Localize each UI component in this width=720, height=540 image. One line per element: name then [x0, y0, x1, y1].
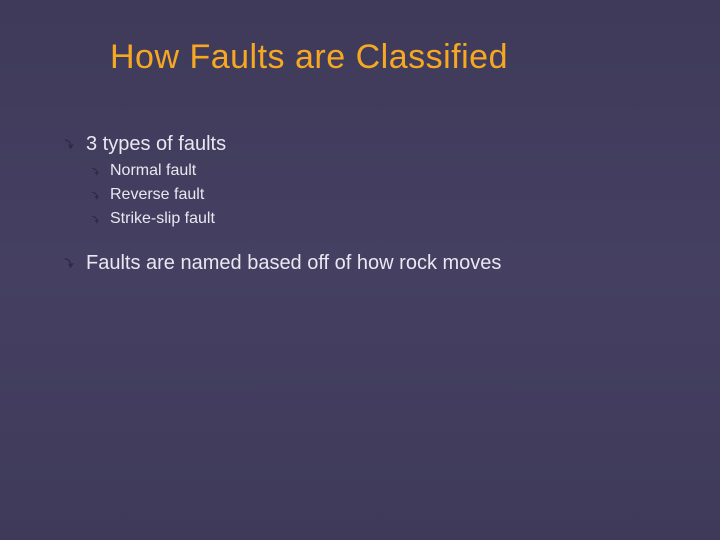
arrow-path [92, 167, 99, 175]
bullet-level2: Normal fault [88, 162, 670, 180]
bullet-level2: Reverse fault [88, 186, 670, 204]
bullet-level1: 3 types of faults [60, 133, 670, 156]
bullet-text: 3 types of faults [86, 133, 226, 156]
arrow-path [92, 215, 99, 223]
slide-title: How Faults are Classified [110, 38, 670, 77]
bullet-text: Faults are named based off of how rock m… [86, 252, 501, 275]
bullet-level1: Faults are named based off of how rock m… [60, 252, 670, 275]
arrow-path [65, 139, 74, 149]
sub-bullet-text: Strike-slip fault [110, 210, 215, 228]
sub-bullet-list: Normal fault Reverse fault Strike-slip f… [88, 162, 670, 228]
arrow-bullet-icon [88, 164, 102, 178]
arrow-bullet-icon [60, 254, 78, 272]
arrow-bullet-icon [88, 212, 102, 226]
sub-bullet-text: Normal fault [110, 162, 196, 180]
arrow-bullet-icon [60, 135, 78, 153]
slide: How Faults are Classified 3 types of fau… [0, 0, 720, 540]
arrow-path [92, 191, 99, 199]
slide-body: 3 types of faults Normal fault Reverse f… [60, 133, 670, 275]
spacer [60, 242, 670, 252]
arrow-bullet-icon [88, 188, 102, 202]
bullet-level2: Strike-slip fault [88, 210, 670, 228]
arrow-path [65, 258, 74, 268]
sub-bullet-text: Reverse fault [110, 186, 204, 204]
